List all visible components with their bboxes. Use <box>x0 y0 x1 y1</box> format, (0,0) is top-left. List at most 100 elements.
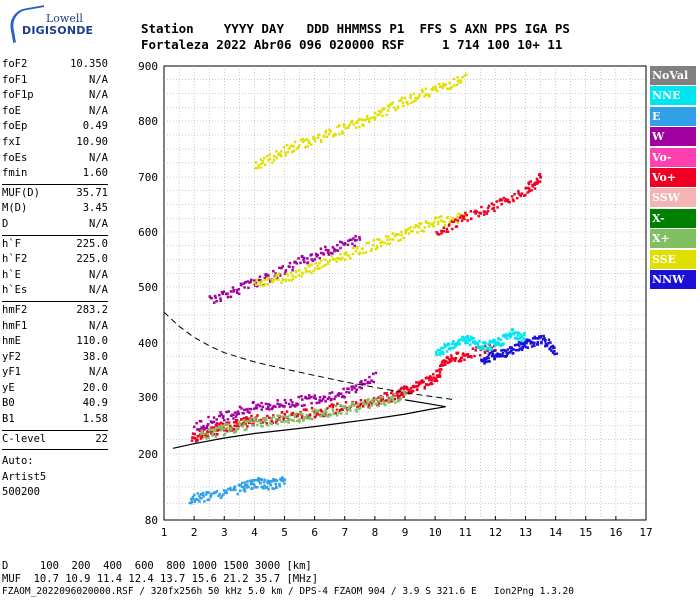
echo-point <box>318 262 321 265</box>
echo-point <box>412 92 416 96</box>
y-tick-label: 80 <box>145 514 158 527</box>
echo-point <box>513 193 516 196</box>
echo-point <box>456 219 460 222</box>
echo-point <box>456 221 460 224</box>
echo-point <box>294 270 298 274</box>
echo-point <box>383 107 386 110</box>
echo-point <box>254 281 258 285</box>
echo-point <box>384 235 388 238</box>
echo-point <box>381 397 385 401</box>
echo-point <box>217 494 220 498</box>
echo-point <box>263 478 266 482</box>
echo-point <box>271 487 274 490</box>
echo-point <box>544 338 547 342</box>
echo-point <box>538 180 542 183</box>
echo-point <box>362 118 365 122</box>
echo-point <box>397 391 400 394</box>
echo-point <box>218 422 221 426</box>
echo-point <box>310 406 314 410</box>
echo-point <box>437 82 441 86</box>
echo-point <box>211 434 214 437</box>
echo-point <box>341 132 344 135</box>
x-tick-label: 1 <box>161 526 168 539</box>
param-row: MUF(D) 35.71 <box>2 187 108 203</box>
echo-point <box>460 219 464 223</box>
echo-point <box>212 416 216 419</box>
echo-point <box>397 233 400 236</box>
echo-point <box>302 256 306 260</box>
echo-point <box>323 264 327 267</box>
echo-point <box>398 389 401 392</box>
param-row: foF2 10.350 <box>2 58 108 74</box>
echo-point <box>536 181 539 185</box>
echo-point <box>200 429 203 433</box>
echo-point <box>423 387 427 390</box>
echo-point <box>283 398 287 402</box>
echo-point <box>453 357 456 360</box>
echo-point <box>242 419 246 422</box>
echo-point <box>313 410 316 413</box>
echo-point <box>476 344 480 347</box>
echo-point <box>367 403 371 406</box>
echo-point <box>510 349 513 353</box>
echo-point <box>193 498 197 502</box>
echo-point <box>257 163 261 167</box>
echo-point <box>553 349 556 353</box>
echo-point <box>232 488 235 492</box>
param-value: 3.45 <box>82 202 108 215</box>
echo-point <box>333 397 336 401</box>
echo-point <box>468 339 471 342</box>
echo-point <box>270 480 273 483</box>
echo-point <box>303 403 306 407</box>
echo-point <box>227 410 230 413</box>
echo-point <box>448 348 452 351</box>
echo-point <box>372 116 375 119</box>
echo-point <box>480 205 483 209</box>
echo-point <box>476 346 480 349</box>
echo-point <box>207 427 211 431</box>
echo-point <box>432 225 435 228</box>
echo-point <box>296 146 300 149</box>
echo-point <box>427 225 431 228</box>
echo-point <box>286 415 289 419</box>
echo-point <box>464 341 467 345</box>
echo-point <box>496 206 499 209</box>
echo-point <box>533 344 536 347</box>
echo-point <box>442 82 445 86</box>
echo-point <box>260 280 264 283</box>
echo-point <box>301 398 304 401</box>
echo-point <box>238 421 241 424</box>
echo-point <box>394 232 398 236</box>
echo-point <box>192 493 196 497</box>
echo-point <box>254 416 257 420</box>
echo-point <box>229 295 233 299</box>
echo-point <box>420 379 424 382</box>
echo-point <box>220 291 224 294</box>
echo-point <box>445 227 449 231</box>
echo-point <box>446 361 450 365</box>
echo-point <box>334 133 337 136</box>
echo-point <box>415 381 418 384</box>
echo-point <box>263 484 266 487</box>
echo-point <box>251 486 254 490</box>
echo-point <box>272 478 275 481</box>
param-name: B0 <box>2 397 15 410</box>
echo-point <box>193 436 197 440</box>
echo-point <box>345 390 348 394</box>
echo-point <box>239 483 242 487</box>
echo-point <box>291 418 294 422</box>
echo-point <box>465 213 468 217</box>
echo-point <box>459 338 463 341</box>
echo-point <box>207 436 210 440</box>
echo-point <box>438 373 441 377</box>
echo-point <box>254 479 257 482</box>
echo-point <box>209 495 212 499</box>
param-row: C-level 22 <box>2 433 108 449</box>
param-value: N/A <box>89 89 108 102</box>
echo-point <box>249 420 252 423</box>
echo-point <box>195 421 198 425</box>
echo-point <box>219 299 222 303</box>
echo-point <box>379 402 383 405</box>
echo-point <box>297 274 300 277</box>
echo-point <box>267 277 270 280</box>
